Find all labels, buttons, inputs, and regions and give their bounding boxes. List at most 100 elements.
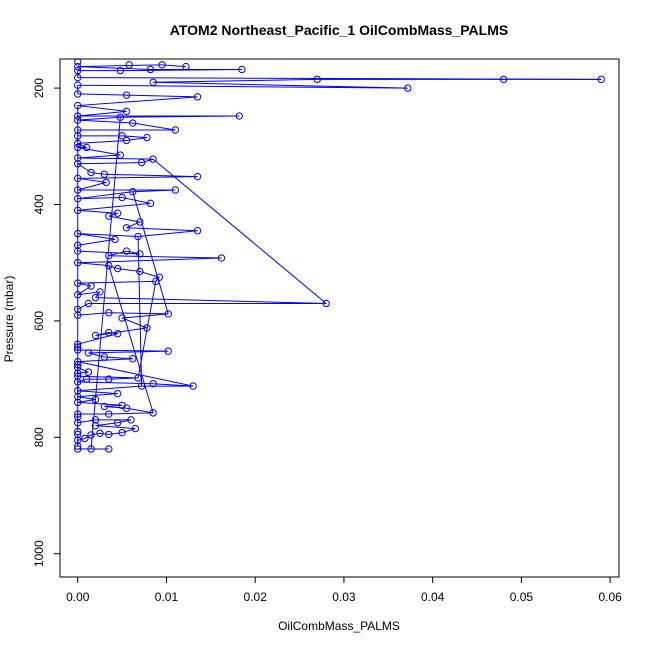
series-segment <box>121 317 148 329</box>
series-segment <box>77 116 121 121</box>
data-point <box>116 151 125 159</box>
series-segment <box>77 96 198 107</box>
data-point <box>74 229 82 238</box>
data-point <box>74 247 82 255</box>
series-segment <box>108 265 118 270</box>
data-point <box>74 139 82 148</box>
data-point <box>158 61 166 69</box>
data-point <box>131 424 140 433</box>
x-tick-label: 0.04 <box>421 590 445 604</box>
data-point <box>182 62 190 71</box>
series-segment <box>77 197 123 200</box>
data-point <box>129 119 137 127</box>
data-point <box>113 209 122 217</box>
series-segment <box>77 349 169 352</box>
y-tick-label: 600 <box>32 311 46 331</box>
series-segment <box>152 158 327 304</box>
data-point <box>74 132 82 140</box>
series-segment <box>77 202 151 211</box>
data-point <box>74 369 82 377</box>
data-point <box>116 113 125 121</box>
chart-title: ATOM2 Northeast_Pacific_1 OilCombMass_PA… <box>170 22 508 38</box>
data-point <box>74 186 82 194</box>
data-point <box>74 378 82 386</box>
data-point <box>84 349 93 357</box>
data-point <box>74 436 82 444</box>
series-segment <box>126 221 141 229</box>
data-point <box>105 261 113 270</box>
data-point <box>118 193 126 202</box>
data-point <box>74 360 82 369</box>
data-point <box>146 65 155 74</box>
data-point <box>193 93 202 101</box>
series-segment <box>77 154 121 159</box>
data-point <box>134 232 142 241</box>
data-point <box>74 194 82 203</box>
series-segment <box>108 412 154 415</box>
data-point <box>116 66 125 75</box>
x-tick-label: 0.00 <box>66 590 90 604</box>
data-point <box>100 402 109 411</box>
data-point <box>122 107 131 116</box>
data-point <box>143 324 151 332</box>
series-segment <box>77 77 602 80</box>
data-point <box>113 330 122 338</box>
data-point <box>74 143 82 152</box>
series-segment <box>77 282 92 287</box>
series-segment <box>77 64 163 68</box>
data-point <box>74 73 82 82</box>
data-point <box>105 252 113 260</box>
y-tick-label: 400 <box>32 194 46 214</box>
data-point <box>111 235 119 244</box>
data-point <box>122 247 131 255</box>
data-point <box>143 133 151 142</box>
data-point <box>74 419 82 427</box>
series-segment <box>77 119 133 124</box>
series-segment <box>77 176 198 179</box>
data-point <box>74 398 82 407</box>
series-segment <box>108 255 222 259</box>
data-point <box>74 427 82 436</box>
series-segment <box>77 139 127 144</box>
data-point <box>74 311 82 319</box>
data-point <box>189 382 197 390</box>
data-point <box>74 174 82 183</box>
series-segment <box>77 401 123 406</box>
data-point <box>217 254 226 262</box>
series-segment <box>155 276 160 282</box>
x-axis-label: OilCombMass_PALMS <box>278 619 400 633</box>
data-point <box>74 81 82 89</box>
data-point <box>105 309 113 317</box>
data-point <box>74 305 82 313</box>
series-segment <box>77 238 116 246</box>
data-point <box>105 410 113 418</box>
series-segment <box>77 303 89 310</box>
data-point <box>122 91 131 99</box>
series-segment <box>108 312 169 315</box>
series-segment <box>138 230 198 238</box>
data-point <box>87 445 95 453</box>
series-segment <box>77 209 118 214</box>
data-point <box>313 75 322 84</box>
data-point <box>137 158 146 167</box>
series-segment <box>99 432 109 435</box>
series-segment <box>104 356 133 360</box>
data-point <box>235 112 243 120</box>
data-point <box>171 126 180 134</box>
series-segment <box>77 110 127 117</box>
data-point <box>87 168 95 177</box>
series-segment <box>77 262 109 267</box>
data-point <box>105 445 113 453</box>
series-segment <box>126 407 154 414</box>
series-segment <box>95 327 148 336</box>
x-tick-label: 0.03 <box>332 590 356 604</box>
data-point <box>155 273 164 281</box>
series-segment <box>108 212 118 217</box>
data-point <box>404 84 412 92</box>
series-segment <box>132 122 176 131</box>
series-segment <box>90 171 105 175</box>
series-segment <box>77 390 118 395</box>
data-point <box>74 291 82 299</box>
data-point <box>74 372 82 380</box>
series-segment <box>122 313 169 319</box>
